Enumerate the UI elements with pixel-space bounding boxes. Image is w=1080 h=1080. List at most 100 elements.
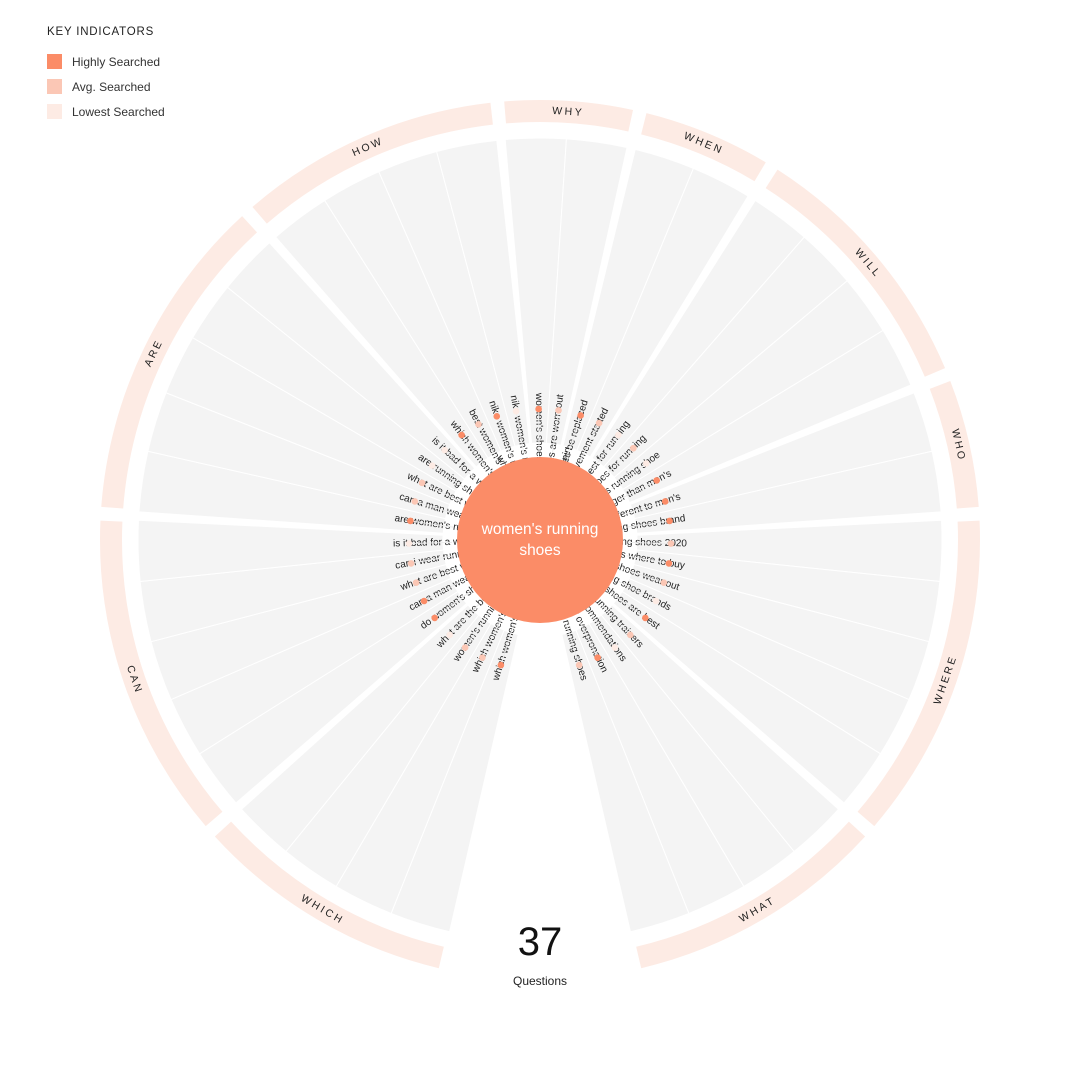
question-spoke — [611, 464, 645, 489]
question-spoke — [479, 426, 500, 463]
question-spoke — [446, 451, 477, 480]
question-segment — [612, 590, 882, 804]
question-dot — [407, 560, 415, 567]
question-dot — [405, 540, 413, 547]
question-spoke — [617, 580, 654, 601]
question-spoke — [565, 623, 579, 663]
question-spoke — [589, 611, 614, 646]
question-segment — [545, 138, 628, 446]
question-segment — [576, 167, 749, 458]
legend-label-low: Lowest Searched — [72, 104, 165, 119]
ring-arc-which — [214, 821, 444, 969]
question-spokes — [405, 405, 675, 669]
question-dot — [407, 517, 414, 525]
question-spoke — [413, 520, 454, 528]
question-count-number: 37 — [517, 920, 563, 964]
question-dot — [630, 444, 637, 452]
legend-label-high: Highly Searched — [72, 54, 161, 69]
question-spoke — [413, 555, 454, 564]
question-spoke — [579, 425, 599, 462]
ring-arc-are — [101, 216, 258, 509]
question-dot — [615, 431, 622, 439]
question-dot — [411, 498, 419, 505]
question-spoke — [424, 483, 462, 503]
question-segment — [240, 604, 480, 853]
ring-arc-what — [636, 821, 866, 969]
question-count-label: Questions — [512, 974, 568, 988]
question-spoke — [501, 623, 515, 663]
question-spoke — [516, 414, 525, 454]
question-dot — [660, 579, 668, 586]
question-dot — [479, 654, 486, 661]
question-spoke — [417, 501, 457, 515]
legend-swatch-high — [47, 54, 62, 69]
ring-arc-who — [929, 380, 979, 509]
question-dot — [575, 661, 583, 669]
question-dot — [642, 614, 649, 622]
question-spoke — [412, 541, 453, 544]
legend: KEY INDICATORS Highly Searched Avg. Sear… — [47, 26, 165, 124]
question-dot — [595, 419, 603, 427]
question-dot — [653, 477, 660, 484]
question-segment — [561, 629, 690, 933]
question-segment — [137, 519, 445, 583]
question-spoke — [578, 618, 597, 656]
question-spoke — [551, 413, 559, 453]
question-dot — [441, 446, 448, 454]
legend-label-avg: Avg. Searched — [72, 79, 151, 94]
question-spoke — [623, 501, 663, 515]
question-spoke — [623, 568, 662, 583]
question-dot — [626, 631, 634, 639]
question-dot — [446, 631, 454, 639]
question-dot — [667, 540, 675, 547]
question-dot — [418, 479, 426, 487]
question-spoke — [600, 603, 629, 634]
question-dot — [666, 517, 673, 525]
question-dot — [652, 597, 660, 605]
question-spoke — [566, 418, 581, 457]
question-spoke — [418, 568, 457, 583]
question-dot — [555, 407, 562, 414]
center-hub — [457, 457, 623, 623]
question-dot — [493, 413, 501, 420]
question-spoke — [483, 618, 502, 656]
ring-arc-how — [252, 102, 493, 224]
question-dot — [642, 460, 650, 467]
legend-title: KEY INDICATORS — [47, 26, 155, 38]
center-label: women's running shoes — [481, 521, 599, 559]
center-label-line: shoes — [519, 542, 561, 559]
question-spoke — [436, 591, 470, 617]
ring-arc-why — [504, 100, 634, 132]
question-dot — [661, 498, 669, 505]
question-spoke — [463, 437, 488, 470]
legend-item-high: Highly Searched — [47, 49, 165, 74]
question-spoke — [626, 555, 667, 564]
question-spoke — [627, 541, 668, 544]
ring-arc-where — [857, 520, 980, 827]
question-segment — [226, 242, 476, 480]
ring-arc-when — [641, 113, 766, 182]
question-dot — [594, 654, 601, 661]
question-segment — [634, 450, 942, 534]
legend-item-low: Lowest Searched — [47, 99, 165, 124]
question-spoke — [626, 520, 667, 528]
ring-arc-will — [765, 169, 946, 377]
question-count: 37 Questions — [440, 918, 640, 988]
question-spoke — [592, 437, 617, 470]
question-dot — [431, 614, 438, 622]
legend-swatch-avg — [47, 79, 62, 94]
question-dot — [458, 431, 465, 439]
question-dot — [475, 421, 482, 428]
question-dot — [428, 462, 436, 469]
group-label-why: WHY — [552, 105, 585, 119]
legend-swatch-low — [47, 104, 62, 119]
question-spoke — [497, 419, 512, 458]
question-spoke — [466, 611, 491, 646]
question-spoke — [451, 603, 480, 634]
question-dot — [420, 597, 428, 605]
question-spoke — [426, 580, 463, 601]
question-dot — [412, 579, 420, 586]
question-dot — [461, 644, 469, 651]
question-spoke — [610, 591, 644, 617]
